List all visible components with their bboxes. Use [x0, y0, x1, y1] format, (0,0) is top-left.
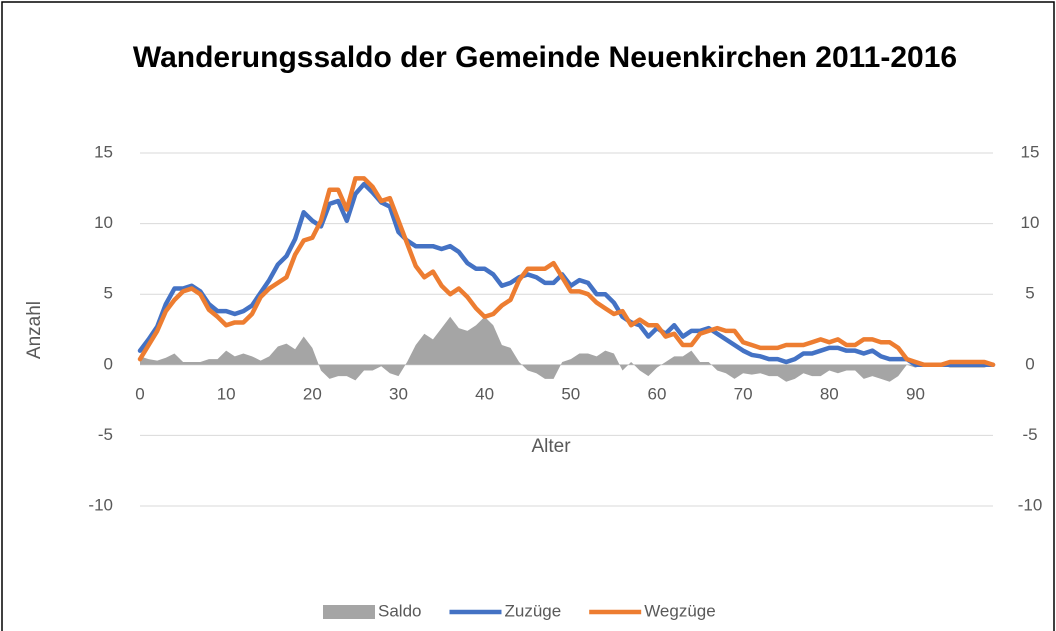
y2-tick-label: -10 — [1018, 495, 1043, 514]
x-tick-label: 30 — [389, 384, 408, 403]
x-tick-label: 10 — [217, 384, 236, 403]
x-axis-label: Alter — [531, 436, 571, 457]
y2-tick-label: 15 — [1021, 142, 1040, 161]
x-tick-label: 50 — [561, 384, 580, 403]
y-axis-label: Anzahl — [24, 301, 45, 359]
chart-title: Wanderungssaldo der Gemeinde Neuenkirche… — [132, 41, 958, 74]
y-tick-label: -5 — [98, 425, 113, 444]
legend-label: Saldo — [378, 601, 421, 620]
y-tick-label: 0 — [104, 354, 113, 373]
y2-tick-label: 0 — [1025, 354, 1034, 373]
y2-tick-label: 10 — [1021, 213, 1040, 232]
y2-tick-label: -5 — [1022, 425, 1037, 444]
legend-label: Zuzüge — [504, 601, 561, 620]
x-tick-label: 40 — [475, 384, 494, 403]
y-tick-label: 15 — [94, 142, 113, 161]
legend-label: Wegzüge — [644, 601, 716, 620]
x-tick-label: 70 — [734, 384, 753, 403]
series-line — [137, 176, 996, 368]
legend-swatch — [323, 605, 375, 619]
x-tick-label: 90 — [906, 384, 925, 403]
x-tick-label: 0 — [135, 384, 144, 403]
y2-tick-label: 5 — [1025, 284, 1034, 303]
x-tick-label: 60 — [648, 384, 667, 403]
y-tick-label: -10 — [88, 495, 113, 514]
saldo-area — [140, 316, 993, 382]
x-tick-label: 80 — [820, 384, 839, 403]
y-tick-label: 5 — [104, 284, 113, 303]
y-tick-label: 10 — [94, 213, 113, 232]
x-tick-label: 20 — [303, 384, 322, 403]
